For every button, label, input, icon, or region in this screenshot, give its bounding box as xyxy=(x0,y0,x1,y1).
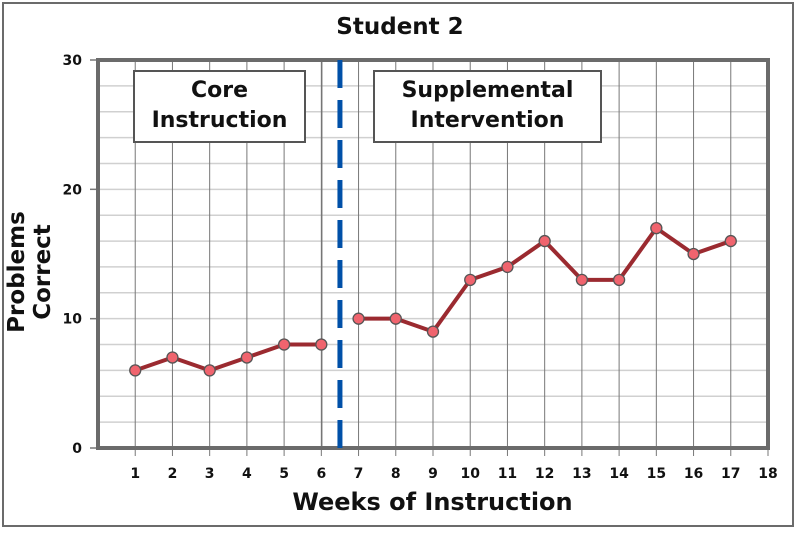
x-tick-label: 4 xyxy=(242,466,252,482)
x-tick-label: 6 xyxy=(316,466,326,482)
plot-border xyxy=(96,58,770,450)
x-tick-label: 1 xyxy=(130,466,140,482)
x-tick-label: 12 xyxy=(535,466,554,482)
data-point xyxy=(687,247,700,261)
series-line xyxy=(134,342,322,373)
x-tick-label: 17 xyxy=(721,466,740,482)
data-point xyxy=(501,260,514,274)
annotation-line: Intervention xyxy=(410,108,565,133)
data-point xyxy=(166,351,179,364)
x-tick-label: 3 xyxy=(205,466,215,482)
annotation-line: Core xyxy=(190,78,249,103)
x-axis-label: Weeks of Instruction xyxy=(292,488,573,516)
x-tick-label: 2 xyxy=(168,466,178,482)
annotation-line: Instruction xyxy=(151,108,288,133)
data-point xyxy=(426,325,440,338)
x-tick-label: 7 xyxy=(354,466,364,482)
x-tick-label: 14 xyxy=(609,466,629,482)
data-point xyxy=(352,312,365,325)
x-tick-label: 10 xyxy=(460,466,480,482)
x-tick-label: 9 xyxy=(428,466,438,482)
data-point xyxy=(129,364,142,377)
data-point xyxy=(315,338,328,351)
annotation-core-instruction: Core Instruction xyxy=(133,70,306,143)
data-point xyxy=(464,273,477,287)
data-point xyxy=(650,221,663,235)
annotation-supplemental-intervention: Supplemental Intervention xyxy=(373,70,602,143)
x-tick-label: 16 xyxy=(684,466,703,482)
y-tick-label: 30 xyxy=(63,53,83,69)
x-tick-label: 11 xyxy=(498,466,517,482)
x-tick-label: 18 xyxy=(758,466,777,482)
data-point xyxy=(389,312,402,325)
chart-title: Student 2 xyxy=(336,14,464,40)
y-tick-label: 0 xyxy=(72,441,82,457)
data-point xyxy=(277,338,291,351)
x-tick-label: 5 xyxy=(279,466,289,482)
data-point xyxy=(538,234,551,248)
x-tick-label: 13 xyxy=(572,466,591,482)
chart-frame xyxy=(2,2,794,527)
data-point xyxy=(612,273,626,287)
data-point xyxy=(203,364,216,377)
data-point xyxy=(240,351,254,364)
data-point xyxy=(575,273,589,287)
y-tick-label: 20 xyxy=(63,182,83,198)
x-tick-label: 8 xyxy=(391,466,401,482)
data-point xyxy=(724,234,737,248)
y-tick-label: 10 xyxy=(63,312,83,328)
x-tick-label: 15 xyxy=(647,466,666,482)
annotation-line: Supplemental xyxy=(401,78,574,103)
